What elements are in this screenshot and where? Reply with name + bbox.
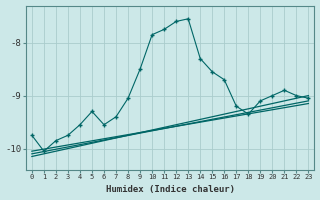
X-axis label: Humidex (Indice chaleur): Humidex (Indice chaleur) bbox=[106, 185, 235, 194]
